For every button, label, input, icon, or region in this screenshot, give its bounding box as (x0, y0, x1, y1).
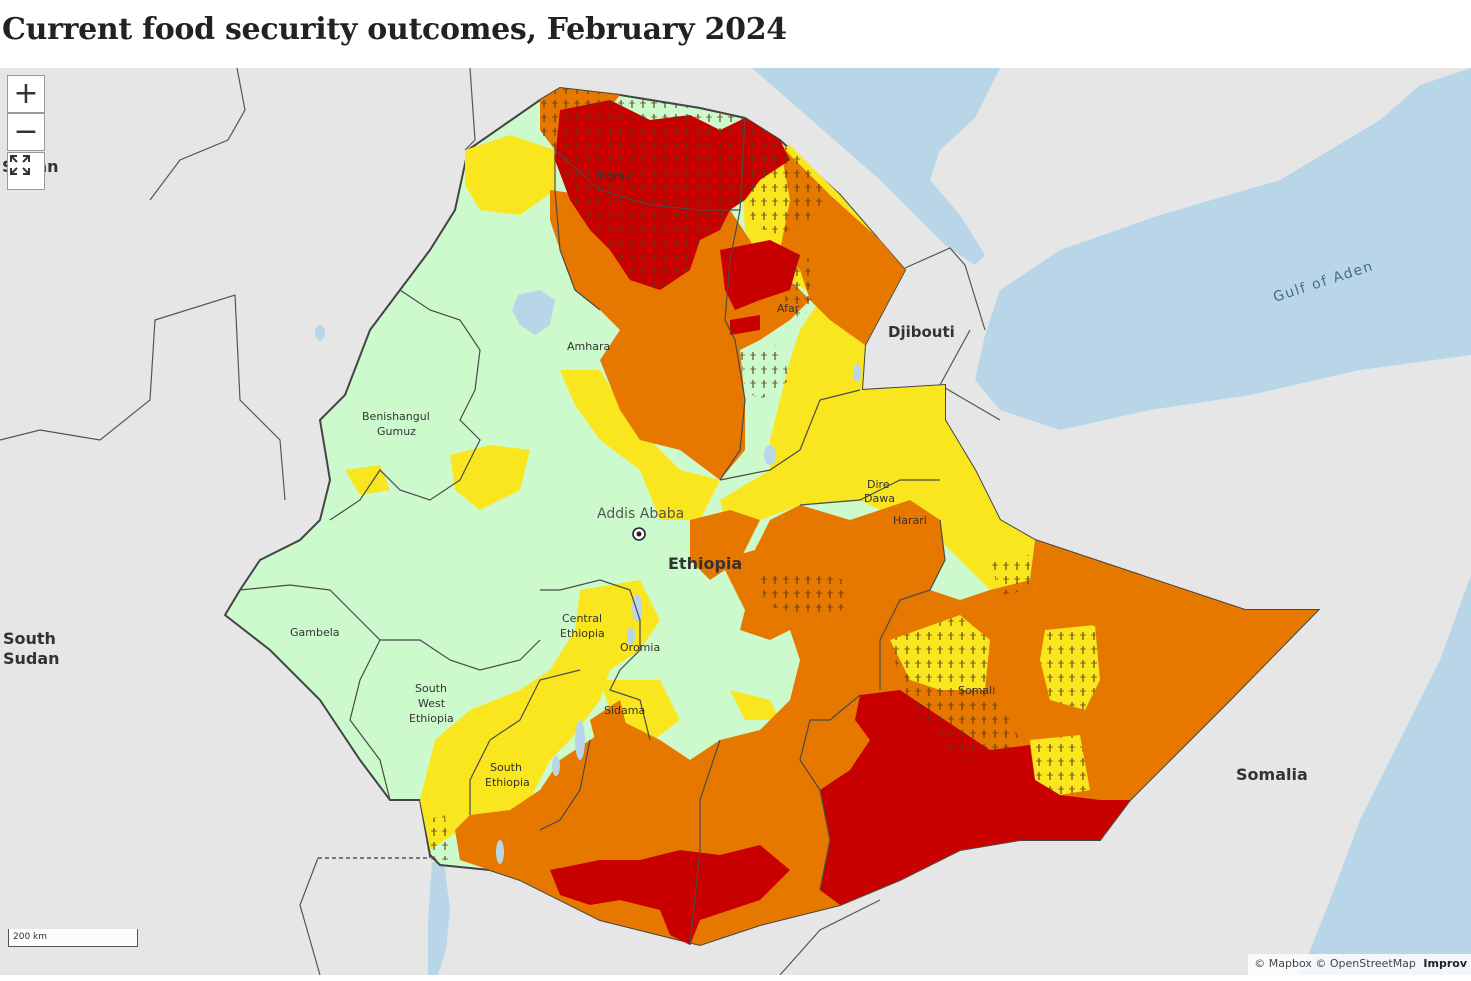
label-south-west-line-1: South (415, 682, 447, 695)
map-canvas[interactable]: Sudan South Sudan Djibouti Gulf of Aden … (0, 68, 1471, 975)
mapbox-attribution-link[interactable]: © Mapbox (1254, 957, 1312, 970)
fullscreen-button[interactable] (7, 152, 45, 190)
lake-turkana (428, 862, 450, 975)
label-somalia: Somalia (1236, 765, 1308, 784)
region-boundaries (239, 117, 946, 946)
label-addis-ababa: Addis Ababa (597, 506, 684, 522)
label-afar: Afar (777, 302, 800, 315)
inland-lakes (315, 290, 861, 864)
improve-map-link[interactable]: Improv (1423, 957, 1467, 970)
label-south-ethiopia-line-1: South (490, 761, 522, 774)
page-title: Current food security outcomes, February… (2, 12, 787, 47)
label-sidama: Sidama (604, 704, 645, 717)
red-sea (752, 68, 1000, 265)
zoom-out-button[interactable]: − (7, 113, 45, 151)
expand-icon (10, 155, 30, 175)
label-somali: Somali (958, 684, 995, 697)
label-ethiopia: Ethiopia (668, 554, 742, 573)
label-central-ethiopia-line-1: Central (562, 612, 602, 625)
humanitarian-assistance-hatch (425, 88, 1100, 860)
scale-bar: 200 km (8, 929, 138, 947)
label-dire-dawa-line-1: Dire (867, 478, 890, 491)
label-amhara: Amhara (567, 340, 610, 353)
zoom-in-button[interactable]: + (7, 75, 45, 113)
label-tigray: Tigray (596, 170, 632, 183)
label-south-west-line-3: Ethiopia (409, 712, 454, 725)
map-container[interactable]: Sudan South Sudan Djibouti Gulf of Aden … (0, 68, 1471, 975)
label-south-west-line-2: West (418, 697, 446, 710)
label-south-ethiopia-line-2: Ethiopia (485, 776, 530, 789)
indian-ocean (1300, 575, 1471, 975)
label-gambela: Gambela (290, 626, 340, 639)
label-harari: Harari (893, 514, 927, 527)
label-djibouti: Djibouti (888, 323, 955, 341)
map-attribution: © Mapbox © OpenStreetMap Improv (1248, 954, 1471, 975)
label-oromia: Oromia (620, 641, 660, 654)
label-south-sudan-line-2: Sudan (3, 649, 60, 668)
label-benishangul-line-1: Benishangul (362, 410, 430, 423)
addis-ababa-marker-icon (632, 527, 646, 541)
label-central-ethiopia-line-2: Ethiopia (560, 627, 605, 640)
label-dire-dawa-line-2: Dawa (864, 492, 895, 505)
label-south-sudan-line-1: South (3, 629, 56, 648)
label-benishangul-line-2: Gumuz (377, 425, 416, 438)
gulf-of-aden-water (975, 68, 1471, 430)
osm-attribution-link[interactable]: © OpenStreetMap (1315, 957, 1416, 970)
